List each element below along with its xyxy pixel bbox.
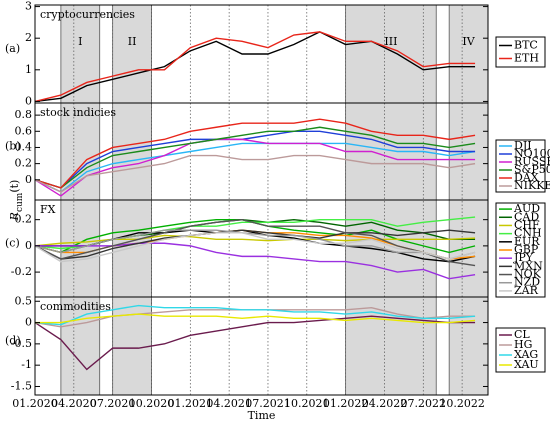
series-line [35,118,476,189]
y-tick-label: 0.2 [15,157,33,170]
series-line [35,242,476,280]
series-line [35,304,476,326]
x-tick-label: 04.2022 [362,397,408,410]
y-tick-label: 0.2 [15,213,33,226]
y-label-subscript: cum [15,192,25,212]
series-line [35,138,476,197]
legend-label: CL [514,328,530,341]
y-tick-label: 0.4 [15,140,33,153]
x-tick-label: 10.2021 [284,397,330,410]
panel-label: (b) [5,140,21,153]
y-tick-label: -1 [21,358,32,371]
legend-label: NOK [514,268,542,281]
period-label: III [384,35,397,48]
legend-label: RUSSEL [514,155,550,168]
y-tick-label: 3 [25,0,32,13]
y-tick-label: -0.2 [11,265,32,278]
series-line [35,142,476,193]
x-tick-label: 10.2020 [129,397,175,410]
legend-label: DJI [514,139,532,152]
series-line [35,229,476,260]
x-tick-label: 07.2022 [401,397,447,410]
series-line [35,313,476,324]
legend-label: CNH [514,227,542,240]
panel-label: (d) [5,334,21,347]
series-line [35,154,476,193]
legend-box [495,36,546,68]
y-tick-label: 0.5 [15,294,33,307]
panel-title: stock indicies [40,106,116,119]
legend-label: NQ100 [514,147,550,160]
series-line [35,232,476,263]
series-line [35,315,476,371]
panel-label: (a) [5,42,20,55]
x-tick-label: 04.2020 [51,397,97,410]
legend-label: ETH [514,52,539,65]
legend-label: S&P500 [514,163,550,176]
legend-label: DAX [514,171,539,184]
panel-title: cryptocurrencies [40,8,135,21]
panel-frame [34,296,489,396]
period-label: IV [462,35,475,48]
legend-label: AUD [513,202,540,215]
y-tick-label: 0 [25,239,32,252]
x-axis-label: Time [248,409,276,422]
legend-label: NIKKEI [514,179,550,192]
x-tick-label: 07.2020 [90,397,136,410]
legend-label: CHF [514,218,540,231]
legend-label: MXN [514,259,543,272]
x-tick-label: 04.2021 [206,397,252,410]
x-tick-label: 07.2021 [245,397,291,410]
series-line [35,130,476,189]
period-label: I [78,35,82,48]
series-line [35,229,476,260]
x-tick-label: 01.2021 [168,397,214,410]
series-line [35,126,476,189]
legend-label: GBP [514,243,539,256]
legend-label: EUR [514,235,540,248]
panel-title: FX [40,203,56,216]
legend-box [495,139,546,193]
x-tick-label: 01.2022 [323,397,369,410]
legend-label: XAG [514,348,538,361]
x-tick-label: 01.2020 [12,397,58,410]
legend-label: CAD [514,210,539,223]
legend-label: NZD [514,276,540,289]
y-tick-label: 2 [25,31,32,44]
y-tick-label: 0 [25,173,32,186]
series-line [35,31,476,103]
series-line [35,31,476,103]
legend-label: BTC [514,39,538,52]
y-tick-label: -1.5 [11,379,32,392]
y-label-symbol: R [8,212,21,221]
x-tick-label: 10.2022 [439,397,485,410]
legend-label: JPY [513,251,534,264]
y-tick-label: 0 [25,316,32,329]
legend-label: HG [514,338,532,351]
y-axis-label: Rcum(t) [8,180,25,222]
y-tick-label: 0.6 [15,124,33,137]
panel-label: (c) [5,237,20,250]
period-label: II [128,35,137,48]
y-tick-label: 1 [25,63,32,76]
y-tick-label: 0 [25,94,32,107]
y-tick-label: 0.8 [15,108,33,121]
legend-label: XAU [514,358,539,371]
panel-title: commodities [40,300,111,313]
y-label-argument: (t) [8,180,21,193]
y-tick-label: -0.5 [11,337,32,350]
series-line [35,218,476,267]
legend-label: ZAR [514,284,539,297]
